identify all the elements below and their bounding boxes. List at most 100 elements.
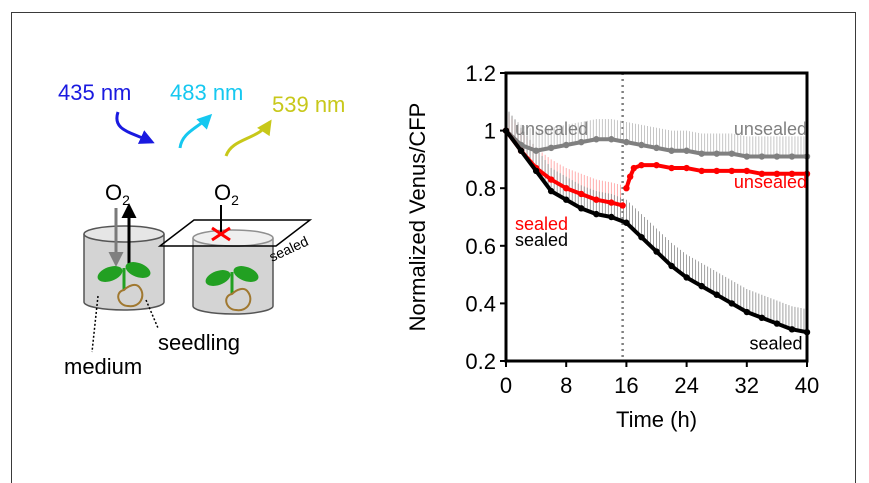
data-point bbox=[743, 167, 750, 175]
data-point bbox=[788, 153, 796, 160]
data-point bbox=[608, 213, 615, 221]
unsealed-container bbox=[83, 203, 165, 311]
data-point bbox=[743, 308, 750, 316]
data-point bbox=[668, 147, 675, 154]
data-point bbox=[593, 136, 600, 143]
data-point bbox=[698, 150, 705, 157]
data-point bbox=[713, 150, 720, 157]
medium-leader-line bbox=[91, 295, 99, 353]
wavelength-483-label: 483 nm bbox=[170, 80, 243, 105]
sealed-container: sealed bbox=[157, 205, 313, 315]
y-tick-label: 0.2 bbox=[465, 349, 496, 374]
data-point bbox=[593, 196, 600, 203]
o2-label-left: O2 bbox=[105, 180, 130, 208]
data-point bbox=[623, 219, 630, 226]
y-tick-label: 0.6 bbox=[465, 234, 496, 259]
emission-yellow-arrow-icon bbox=[224, 119, 272, 157]
medium-label: medium bbox=[64, 354, 142, 379]
series-3 bbox=[502, 127, 811, 336]
data-point bbox=[788, 326, 796, 333]
data-point bbox=[638, 161, 645, 169]
seedling-icon bbox=[205, 266, 259, 312]
series-0 bbox=[502, 127, 811, 160]
data-point bbox=[578, 138, 585, 146]
data-point bbox=[547, 176, 555, 183]
data-point bbox=[728, 300, 735, 307]
y-tick-label: 1.2 bbox=[465, 61, 496, 86]
data-point bbox=[713, 167, 720, 175]
y-tick-label: 1 bbox=[484, 119, 496, 144]
data-point bbox=[683, 164, 690, 172]
data-point bbox=[698, 167, 705, 175]
seal-film-icon bbox=[157, 219, 313, 247]
plot-frame bbox=[504, 71, 809, 363]
data-point bbox=[698, 282, 705, 290]
data-point bbox=[758, 153, 766, 160]
data-point bbox=[758, 170, 766, 177]
data-point bbox=[728, 167, 735, 175]
data-point bbox=[563, 141, 570, 149]
series-annotation: unsealed bbox=[734, 119, 807, 139]
data-point bbox=[653, 161, 660, 169]
series-annotation: unsealed bbox=[734, 172, 807, 192]
data-point bbox=[619, 202, 626, 209]
y-axis-label: Normalized Venus/CFP bbox=[405, 103, 430, 332]
x-tick-label: 40 bbox=[795, 373, 819, 398]
o2-label-right: O2 bbox=[214, 180, 239, 208]
data-point bbox=[653, 248, 660, 255]
blocked-x-icon bbox=[211, 226, 231, 242]
data-point bbox=[773, 170, 781, 177]
emission-cyan-arrow-icon bbox=[178, 113, 213, 149]
seedling-label: seedling bbox=[158, 330, 240, 355]
data-point bbox=[532, 147, 540, 154]
data-point bbox=[626, 173, 634, 180]
data-point bbox=[608, 199, 615, 206]
data-point bbox=[563, 185, 570, 192]
series-annotation: sealed bbox=[515, 230, 568, 250]
x-tick-label: 32 bbox=[735, 373, 759, 398]
data-point bbox=[608, 136, 615, 143]
chart: 0 8 16 24 32 40 0.2 0.4 0.6 0.8 1 1.2 unsealed unsea… bbox=[405, 61, 819, 432]
x-tick-label: 24 bbox=[674, 373, 698, 398]
data-point bbox=[593, 210, 600, 218]
data-point bbox=[623, 185, 630, 192]
data-point bbox=[638, 141, 645, 149]
data-point bbox=[532, 167, 540, 175]
data-point bbox=[630, 164, 638, 172]
data-point bbox=[623, 138, 630, 146]
seedling-icon bbox=[97, 262, 151, 308]
data-point bbox=[743, 153, 750, 160]
data-point bbox=[683, 274, 690, 281]
data-point bbox=[773, 320, 781, 327]
data-point bbox=[578, 205, 585, 212]
data-point bbox=[563, 196, 570, 203]
series-annotation: sealed bbox=[749, 333, 802, 353]
series-annotation: unsealed bbox=[515, 119, 588, 139]
data-point bbox=[547, 144, 555, 152]
wavelength-435-label: 435 nm bbox=[58, 80, 131, 105]
data-point bbox=[758, 314, 766, 321]
y-tick-label: 0.4 bbox=[465, 291, 496, 316]
excitation-arrow-icon bbox=[115, 111, 155, 144]
data-point bbox=[638, 233, 645, 241]
data-point bbox=[728, 150, 735, 157]
series-2 bbox=[623, 161, 811, 192]
x-tick-label: 8 bbox=[560, 373, 572, 398]
data-point bbox=[547, 187, 555, 195]
data-point bbox=[668, 164, 675, 172]
figure-frame bbox=[11, 12, 856, 483]
x-tick-label: 0 bbox=[500, 373, 512, 398]
data-point bbox=[683, 147, 690, 154]
schematic: 435 nm 483 nm 539 nm O2 O2 bbox=[58, 80, 345, 379]
data-point bbox=[653, 144, 660, 152]
data-point bbox=[668, 262, 675, 270]
data-point bbox=[773, 153, 781, 160]
data-point bbox=[517, 147, 525, 154]
seedling-leader-line bbox=[145, 299, 159, 329]
data-point bbox=[713, 291, 720, 298]
x-axis-label: Time (h) bbox=[616, 407, 697, 432]
x-tick-label: 16 bbox=[614, 373, 638, 398]
data-point bbox=[578, 190, 585, 198]
series-annotation: sealed bbox=[515, 214, 568, 234]
